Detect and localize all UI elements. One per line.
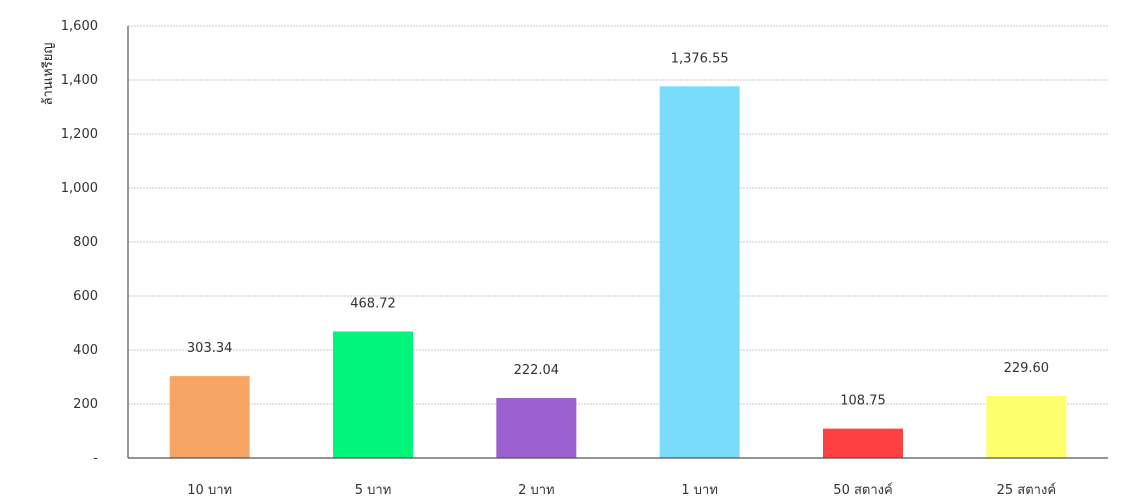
bar: [333, 331, 413, 458]
y-axis-title: ล้านเหรียญ: [40, 43, 56, 106]
data-label: 222.04: [514, 363, 560, 378]
y-tick-label: 600: [73, 289, 98, 304]
y-tick-label: 1,200: [61, 127, 98, 142]
data-label: 468.72: [350, 296, 396, 311]
bar: [659, 86, 740, 459]
y-tick-label: 200: [73, 397, 98, 412]
y-tick-label: 800: [73, 235, 98, 250]
x-tick-label: 50 สตางค์: [833, 482, 892, 498]
y-tick-label: -: [93, 451, 98, 466]
labels-layer: - 200 400 600 800 1,000 1,200 1,400 1,600 303.34 1…: [61, 19, 1056, 498]
x-tick-label: 25 สตางค์: [997, 482, 1056, 498]
y-tick-label: 1,000: [61, 181, 98, 196]
x-tick-label: 5 บาท: [355, 483, 392, 498]
bar: [496, 398, 577, 458]
bars-layer: [169, 86, 1067, 459]
bar: [823, 428, 903, 458]
x-tick-label: 10 บาท: [187, 483, 232, 498]
axis-layer: [127, 26, 1108, 459]
data-label: 229.60: [1004, 361, 1050, 376]
y-tick-label: 1,600: [61, 19, 98, 34]
x-tick-label: 2 บาท: [518, 483, 555, 498]
data-label: 1,376.55: [671, 51, 729, 66]
data-label: 108.75: [840, 394, 886, 409]
y-tick-label: 1,400: [61, 73, 98, 88]
data-label: 303.34: [187, 341, 233, 356]
y-tick-label: 400: [73, 343, 98, 358]
bar: [169, 376, 250, 458]
x-tick-label: 1 บาท: [681, 483, 718, 498]
bar: [986, 396, 1067, 458]
grid-layer: [128, 25, 1108, 405]
